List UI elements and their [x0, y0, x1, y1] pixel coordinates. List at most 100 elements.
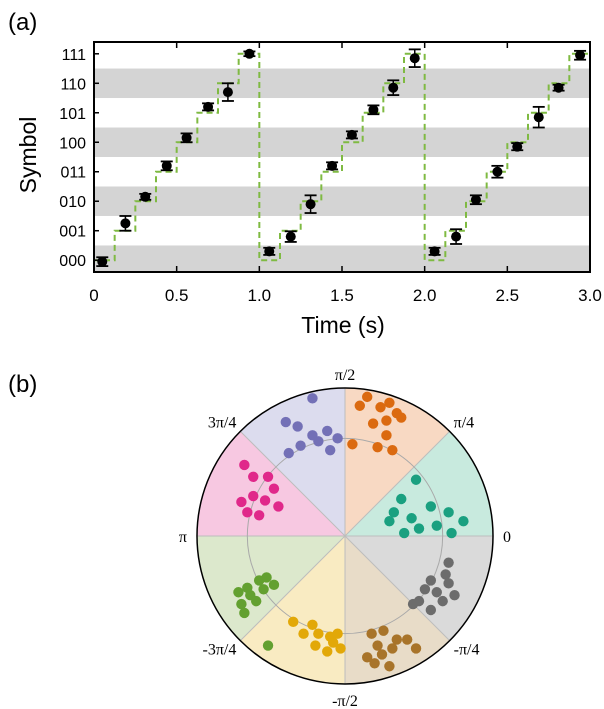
panel-a-plot: 000 001 010 011 100 101 110 111 0 0.5 1.0 1.5 2.0 2.… — [59, 41, 602, 305]
constellation-point — [261, 572, 272, 583]
data-point — [450, 228, 463, 245]
constellation-point — [335, 643, 346, 654]
constellation-point — [410, 474, 422, 485]
data-point — [263, 246, 276, 257]
sector-boundaries — [197, 388, 493, 684]
constellation-point — [437, 595, 448, 607]
data-point — [491, 164, 504, 179]
constellation-point — [384, 516, 395, 527]
panel-b-label: (b) — [8, 371, 37, 398]
constellation-point — [295, 440, 306, 451]
constellation-point — [325, 444, 336, 456]
outer-circle — [196, 387, 494, 685]
data-point — [326, 160, 339, 171]
constellation-point — [262, 471, 274, 482]
constellation-point — [425, 604, 437, 616]
data-point — [243, 48, 256, 59]
data-point — [202, 101, 215, 112]
data-point — [139, 191, 152, 202]
angle-label: 0 — [503, 529, 511, 546]
constellation-point — [322, 425, 333, 437]
constellation-point — [372, 640, 383, 651]
constellation-point — [259, 495, 271, 506]
constellation-point — [280, 416, 291, 428]
constellation-point — [396, 493, 407, 505]
constellation-point — [387, 444, 398, 456]
constellation-point — [292, 421, 303, 432]
constellation-point — [327, 637, 339, 648]
angle-label: -π/4 — [454, 642, 480, 659]
constellation-point — [425, 501, 437, 512]
constellation-point — [322, 646, 333, 657]
constellation-point — [347, 439, 358, 450]
constellation-point — [446, 527, 457, 539]
constellation-point — [262, 640, 274, 651]
data-points — [96, 48, 587, 268]
constellation-point — [376, 649, 388, 660]
reference-staircase — [94, 52, 590, 262]
angle-label: π/4 — [454, 414, 475, 431]
constellation-point — [313, 628, 324, 639]
constellation-point — [443, 557, 454, 568]
constellation-point — [431, 520, 442, 531]
data-point — [304, 194, 317, 214]
constellation-point — [354, 400, 365, 411]
constellation-point — [273, 501, 284, 512]
constellation-point — [391, 634, 402, 645]
constellation-point — [372, 442, 383, 453]
panel-a-label: (a) — [8, 9, 37, 36]
y-tick-label: 001 — [59, 224, 86, 241]
constellation-point — [431, 587, 442, 598]
x-tick-label: 2.5 — [496, 286, 520, 305]
y-tick-label: 011 — [60, 165, 86, 182]
data-point — [160, 160, 173, 172]
x-tick-label: 0 — [89, 286, 98, 305]
constellation-point — [384, 661, 395, 672]
constellation-point — [251, 595, 262, 607]
y-axis-label: Symbol — [15, 117, 41, 194]
constellation-point — [399, 527, 410, 539]
y-tick-label: 100 — [59, 135, 86, 152]
reference-circle — [246, 437, 444, 635]
data-point — [284, 230, 297, 243]
x-tick-label: 2.0 — [413, 286, 437, 305]
constellation-point — [384, 397, 395, 408]
data-point — [119, 215, 132, 232]
constellation-point — [298, 628, 309, 639]
data-point — [345, 129, 358, 140]
sector-6 — [345, 536, 450, 684]
constellation-point — [239, 607, 250, 619]
x-axis-label: Time (s) — [301, 312, 384, 338]
constellation-point — [410, 643, 422, 654]
sector-boundary — [239, 430, 346, 537]
constellation-point — [413, 523, 425, 534]
constellation-point — [440, 569, 451, 580]
constellation-point — [268, 483, 280, 494]
angle-label: π/2 — [335, 367, 356, 384]
data-point — [96, 256, 109, 268]
constellation-point — [449, 590, 460, 601]
constellation-point — [233, 587, 244, 598]
constellation-point — [313, 436, 324, 447]
constellation-point — [236, 598, 247, 610]
sector-7 — [345, 536, 493, 641]
constellation-point — [443, 507, 454, 518]
constellation-points — [233, 391, 469, 672]
constellation-point — [239, 459, 250, 471]
x-tick-label: 3.0 — [578, 286, 602, 305]
angle-labels: 0 π/4 π/2 3π/4 π -3π/4 -π/2 -π/4 — [179, 367, 511, 709]
data-point — [387, 79, 400, 96]
constellation-point — [248, 490, 259, 502]
x-tick-label: 0.5 — [165, 286, 189, 305]
constellation-point — [332, 628, 343, 639]
y-tick-label: 101 — [59, 106, 86, 123]
row-band-110 — [94, 68, 590, 99]
constellation-point — [369, 658, 380, 669]
angle-label: -π/2 — [332, 693, 358, 709]
row-band-010 — [94, 186, 590, 216]
constellation-point — [268, 579, 280, 591]
data-point — [574, 49, 587, 61]
constellation-point — [419, 584, 431, 595]
data-point — [367, 104, 380, 116]
